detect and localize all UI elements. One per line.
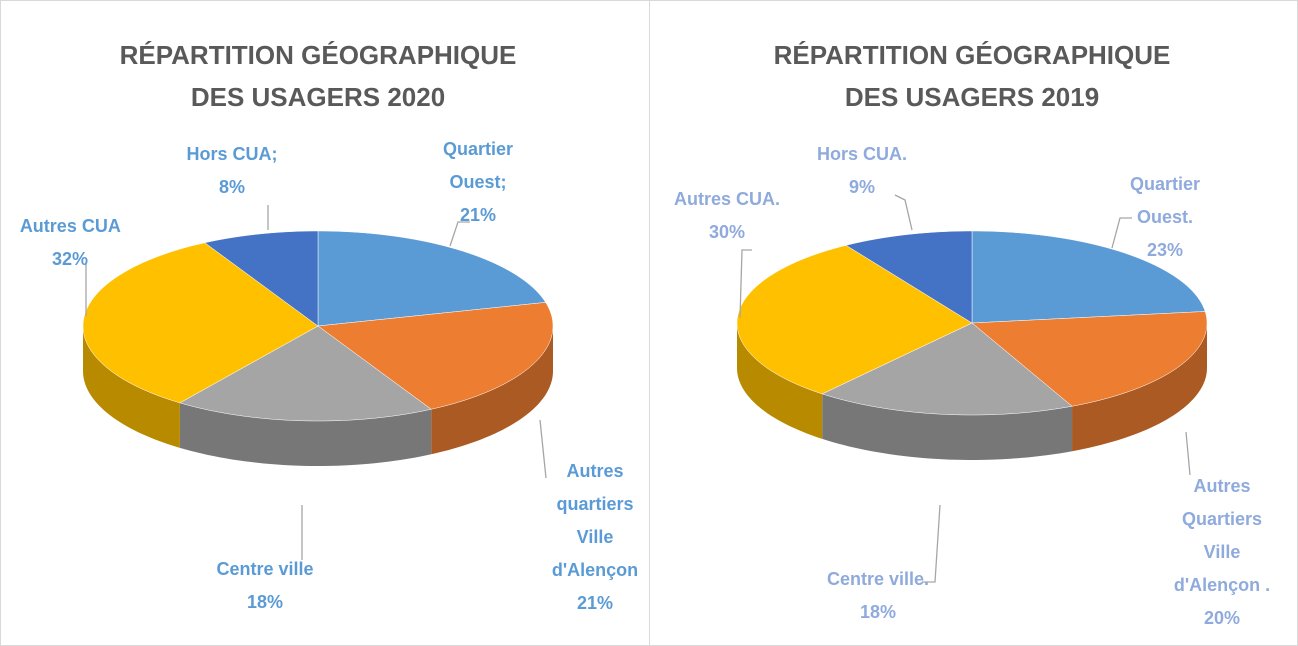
category-label: Centre ville.	[826, 569, 930, 589]
pie-side	[179, 402, 432, 466]
leader-line	[922, 504, 941, 583]
pie-slice	[821, 322, 1073, 416]
data-label: Autres CUA 32%	[15, 210, 125, 276]
value-label: 8%	[218, 177, 245, 197]
data-label: Hors CUA; 8%	[177, 138, 287, 204]
pie-slice	[971, 230, 1206, 324]
pie-slice	[971, 311, 1208, 407]
value-label: 21%	[459, 205, 497, 225]
category-label: Quartier Ouest.	[1129, 174, 1201, 227]
data-label: Hors CUA. 9%	[807, 138, 917, 204]
leader-line	[539, 419, 547, 479]
leader-line	[1111, 217, 1132, 249]
pie-side	[822, 393, 1073, 460]
category-label: Centre ville	[216, 559, 314, 579]
chart-title: RÉPARTITION GÉOGRAPHIQUE DES USAGERS 201…	[773, 40, 1171, 112]
pie-slice	[736, 245, 973, 395]
leader-line	[449, 221, 470, 247]
data-label: Centre ville. 18%	[823, 563, 933, 629]
pie-slice	[317, 230, 547, 327]
leader-line	[894, 194, 913, 231]
value-label: . 20%	[1203, 575, 1271, 628]
chart-title: RÉPARTITION GÉOGRAPHIQUE DES USAGERS 202…	[119, 40, 517, 112]
data-label: Quartier Ouest. 23%	[1120, 168, 1210, 267]
pie-slice	[204, 230, 319, 327]
value-label: 9%	[848, 177, 875, 197]
category-label: Quartier Ouest;	[442, 139, 514, 192]
pie-slice	[179, 325, 432, 422]
data-label: Quartier Ouest; 21%	[433, 133, 523, 232]
data-label: Autres Quartiers Ville d'Alençon . 20%	[1167, 470, 1277, 635]
category-label: Autres quartiers Ville d'Alençon	[551, 461, 639, 580]
category-label: Autres Quartiers Ville d'Alençon	[1173, 476, 1263, 595]
value-label: 23%	[1146, 240, 1184, 260]
category-label: Autres CUA.	[673, 189, 780, 209]
leader-line	[1185, 431, 1191, 476]
pie-slice	[317, 302, 554, 410]
category-label: Hors CUA;	[186, 144, 278, 164]
value-label: 18%	[859, 602, 897, 622]
value-label: 21%	[576, 593, 614, 613]
pie-side	[83, 326, 180, 448]
data-label: Centre ville 18%	[210, 553, 320, 619]
value-label: 32%	[51, 249, 89, 269]
data-label: Autres CUA. 30%	[672, 183, 782, 249]
pie-side	[1072, 323, 1207, 452]
value-label: 30%	[708, 222, 746, 242]
category-label: Hors CUA.	[816, 144, 907, 164]
pie-slice	[845, 230, 973, 324]
category-label: Autres CUA	[19, 216, 121, 236]
data-label: Autres quartiers Ville d'Alençon 21%	[540, 455, 650, 620]
pie-side	[431, 326, 553, 455]
pie-side	[737, 323, 823, 439]
pie-slice	[82, 242, 319, 404]
leader-line	[739, 249, 752, 319]
value-label: 18%	[246, 592, 284, 612]
